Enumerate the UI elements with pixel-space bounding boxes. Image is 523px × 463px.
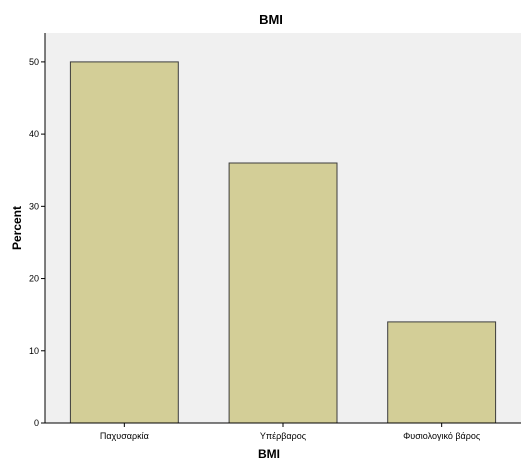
x-tick-label: Παχυσαρκία [100,431,149,441]
bar-3 [387,321,497,424]
x-axis-label: BMI [258,447,280,461]
bar-1 [69,61,179,424]
y-tick-label: 0 [34,418,39,428]
x-tick-label: Φυσιολογικό βάρος [403,431,481,441]
bar-2 [228,162,338,424]
chart-title: BMI [259,12,283,27]
y-tick-label: 30 [29,201,39,211]
y-tick-label: 20 [29,274,39,284]
x-ticks-group: Παχυσαρκία Υπέρβαρος Φυσιολογικό βάρος [100,423,481,441]
y-axis-label: Percent [10,206,24,250]
y-ticks-group: 0 10 20 30 40 50 [29,57,45,428]
y-tick-label: 40 [29,129,39,139]
y-tick-label: 10 [29,346,39,356]
x-tick-label: Υπέρβαρος [260,431,307,441]
y-tick-label: 50 [29,57,39,67]
bars-group [69,61,497,424]
